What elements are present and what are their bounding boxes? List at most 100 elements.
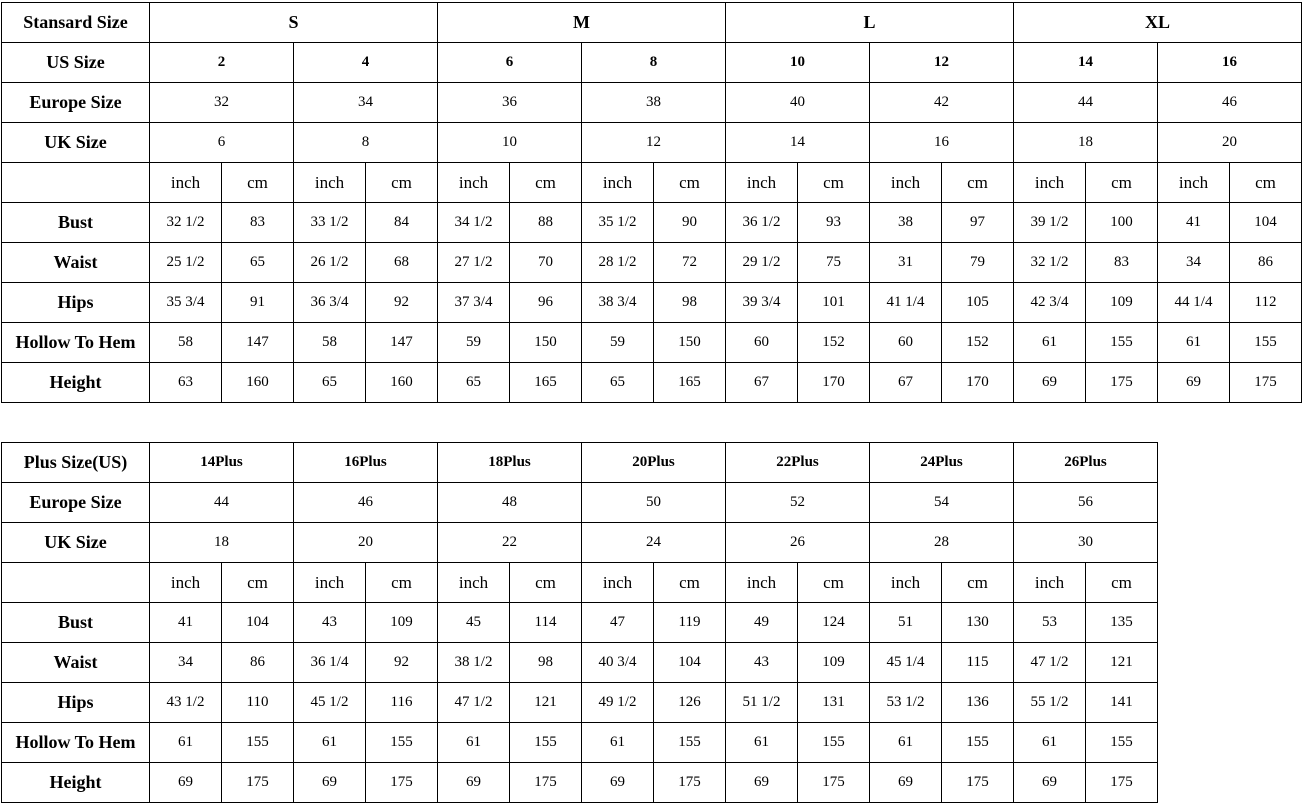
measurement-value: 61: [725, 722, 798, 763]
measurement-value: 51 1/2: [725, 682, 798, 723]
size-header: S: [149, 2, 438, 43]
us-size-value: 8: [581, 42, 726, 83]
measurement-value: 69: [149, 762, 222, 803]
measurement-value: 40 3/4: [581, 642, 654, 683]
measurement-value: 69: [1013, 762, 1086, 803]
row-label: Hollow To Hem: [1, 722, 150, 763]
europe-size-row: Europe Size 44 46 48 50 52 54 56: [1, 482, 1158, 523]
measurement-value: 61: [581, 722, 654, 763]
measurement-value: 58: [293, 322, 366, 363]
unit-label: inch: [437, 162, 510, 203]
uk-size-value: 12: [581, 122, 726, 163]
unit-label: cm: [941, 162, 1014, 203]
measurement-value: 63: [149, 362, 222, 403]
measurement-value: 60: [725, 322, 798, 363]
unit-label: inch: [581, 162, 654, 203]
measurement-value: 83: [1085, 242, 1158, 283]
measurement-value: 155: [941, 722, 1014, 763]
measurement-value: 61: [149, 722, 222, 763]
measurement-value: 45 1/4: [869, 642, 942, 683]
measurement-value: 33 1/2: [293, 202, 366, 243]
measurement-value: 91: [221, 282, 294, 323]
measurement-value: 28 1/2: [581, 242, 654, 283]
measurement-value: 65: [221, 242, 294, 283]
row-label: Bust: [1, 602, 150, 643]
measurement-value: 29 1/2: [725, 242, 798, 283]
measurement-value: 155: [509, 722, 582, 763]
measurement-value: 124: [797, 602, 870, 643]
row-label: Hips: [1, 682, 150, 723]
measurement-value: 43 1/2: [149, 682, 222, 723]
unit-label: inch: [437, 562, 510, 603]
measurement-row: Waist 34 86 36 1/4 92 38 1/2 98 40 3/4 104 43 109 4…: [1, 642, 1158, 683]
measurement-value: 170: [941, 362, 1014, 403]
uk-size-value: 26: [725, 522, 870, 563]
measurement-value: 155: [1085, 722, 1158, 763]
measurement-value: 34: [149, 642, 222, 683]
measurement-value: 69: [581, 762, 654, 803]
measurement-row: Bust 32 1/2 83 33 1/2 84 34 1/2 88 35 1/2 90 36 1…: [1, 202, 1302, 243]
measurement-value: 155: [653, 722, 726, 763]
measurement-value: 109: [365, 602, 438, 643]
uk-size-row: UK Size 6 8 10 12 14 16 18 20: [1, 122, 1302, 163]
measurement-value: 47 1/2: [1013, 642, 1086, 683]
measurement-value: 53 1/2: [869, 682, 942, 723]
uk-size-value: 28: [869, 522, 1014, 563]
measurement-value: 97: [941, 202, 1014, 243]
measurement-value: 147: [221, 322, 294, 363]
measurement-value: 61: [1013, 322, 1086, 363]
measurement-value: 141: [1085, 682, 1158, 723]
size-header: 18Plus: [437, 442, 582, 483]
us-size-value: 4: [293, 42, 438, 83]
measurement-value: 175: [365, 762, 438, 803]
us-size-value: 6: [437, 42, 582, 83]
measurement-value: 155: [797, 722, 870, 763]
europe-size-row: Europe Size 32 34 36 38 40 42 44 46: [1, 82, 1302, 123]
measurement-value: 93: [797, 202, 870, 243]
europe-size-value: 38: [581, 82, 726, 123]
row-label: US Size: [1, 42, 150, 83]
measurement-value: 92: [365, 642, 438, 683]
measurement-value: 119: [653, 602, 726, 643]
measurement-value: 86: [221, 642, 294, 683]
measurement-value: 43: [725, 642, 798, 683]
unit-label: cm: [221, 562, 294, 603]
measurement-value: 90: [653, 202, 726, 243]
measurement-value: 27 1/2: [437, 242, 510, 283]
uk-size-value: 22: [437, 522, 582, 563]
measurement-value: 61: [1157, 322, 1230, 363]
measurement-value: 175: [653, 762, 726, 803]
measurement-value: 104: [653, 642, 726, 683]
size-header: 20Plus: [581, 442, 726, 483]
europe-size-value: 34: [293, 82, 438, 123]
measurement-value: 126: [653, 682, 726, 723]
measurement-value: 37 3/4: [437, 282, 510, 323]
europe-size-value: 46: [1157, 82, 1302, 123]
unit-label: cm: [1229, 162, 1302, 203]
unit-label: inch: [149, 562, 222, 603]
measurement-value: 170: [797, 362, 870, 403]
measurement-value: 130: [941, 602, 1014, 643]
measurement-value: 160: [221, 362, 294, 403]
measurement-value: 49: [725, 602, 798, 643]
europe-size-value: 50: [581, 482, 726, 523]
europe-size-value: 42: [869, 82, 1014, 123]
europe-size-value: 44: [149, 482, 294, 523]
measurement-value: 67: [869, 362, 942, 403]
measurement-value: 109: [797, 642, 870, 683]
us-size-row: US Size 2 4 6 8 10 12 14 16: [1, 42, 1302, 83]
empty-cell: [1, 562, 150, 603]
plus-size-table: Plus Size(US) 14Plus 16Plus 18Plus 20Plus 22P…: [1, 442, 1158, 803]
measurement-value: 59: [437, 322, 510, 363]
measurement-value: 65: [293, 362, 366, 403]
europe-size-value: 54: [869, 482, 1014, 523]
size-header: M: [437, 2, 726, 43]
size-header-row: Plus Size(US) 14Plus 16Plus 18Plus 20Plus 22P…: [1, 442, 1158, 483]
unit-label: cm: [653, 562, 726, 603]
uk-size-value: 30: [1013, 522, 1158, 563]
measurement-value: 51: [869, 602, 942, 643]
measurement-value: 67: [725, 362, 798, 403]
row-label: UK Size: [1, 122, 150, 163]
measurement-value: 175: [1085, 362, 1158, 403]
measurement-value: 41: [1157, 202, 1230, 243]
